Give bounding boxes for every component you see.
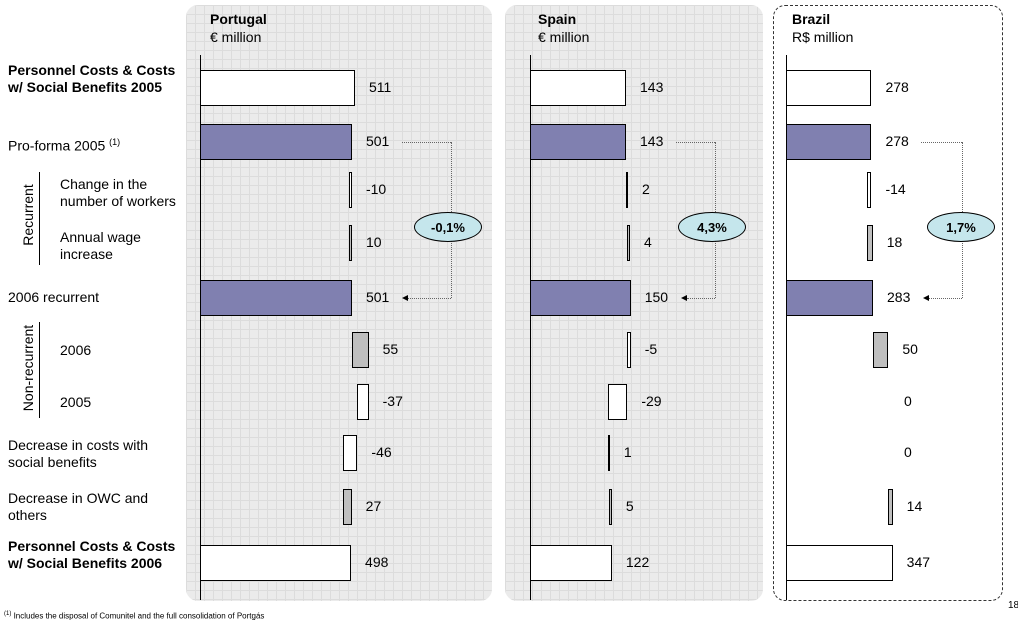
brazil-value-2: -14 — [885, 181, 906, 197]
spain-bar-9 — [530, 545, 612, 581]
spain-bar-1 — [530, 124, 626, 160]
page-number: 18 — [1008, 600, 1018, 611]
spain-value-3: 4 — [644, 234, 652, 250]
brazil-bar-9 — [786, 545, 893, 581]
brazil-bar-0 — [786, 70, 872, 106]
spain-value-7: 1 — [623, 444, 632, 460]
portugal-bar-6 — [357, 384, 369, 420]
spain-bar-2 — [626, 172, 628, 208]
brazil-bar-4 — [786, 280, 873, 316]
brazil-value-9: 347 — [906, 554, 931, 570]
spain-connector-bottom — [686, 298, 715, 299]
spain-value-0: 143 — [640, 79, 664, 95]
row-label-pc2005: Personnel Costs & Costs w/ Social Benefi… — [8, 62, 176, 95]
row-label-recurrent2006: 2006 recurrent — [8, 289, 100, 305]
portugal-value-6: -37 — [382, 393, 403, 409]
portugal-growth-bubble: -0,1% — [414, 212, 482, 242]
footnote: (1) Includes the disposal of Comunitel a… — [4, 611, 264, 621]
row-label-proforma-note: (1) — [109, 137, 121, 147]
brazil-bar-8 — [888, 489, 893, 525]
spain-value-8: 5 — [625, 498, 634, 514]
portugal-bar-3 — [348, 225, 352, 261]
portugal-value-0: 511 — [369, 79, 392, 95]
spain-unit: € million — [538, 29, 590, 45]
row-label-wage-increase: Annual wage increase — [60, 229, 141, 262]
portugal-value-2: -10 — [365, 181, 387, 197]
spain-value-6: -29 — [641, 393, 662, 409]
spain-value-1: 143 — [640, 133, 664, 149]
portugal-bar-8 — [343, 489, 352, 525]
spain-title: Spain — [538, 11, 577, 27]
portugal-connector-arrow — [401, 295, 408, 301]
spain-bar-8 — [608, 489, 612, 525]
brazil-bar-3 — [867, 225, 873, 261]
spain-value-9: 122 — [625, 554, 650, 570]
row-label-nr2005: 2005 — [60, 394, 92, 410]
row-label-owc: Decrease in OWC and others — [8, 490, 149, 523]
portugal-value-8: 27 — [365, 498, 382, 514]
brazil-value-5: 50 — [902, 341, 918, 357]
brazil-connector-bottom — [929, 298, 962, 299]
brazil-value-1: 278 — [885, 133, 909, 149]
portugal-bar-2 — [348, 172, 352, 208]
spain-bar-6 — [607, 384, 628, 420]
portugal-value-4: 501 — [365, 289, 390, 305]
portugal-connector-top — [401, 142, 451, 143]
spain-bar-7 — [607, 435, 610, 471]
recurrent-bracket — [39, 172, 40, 265]
portugal-axis — [200, 55, 201, 600]
row-label-nr2006: 2006 — [60, 342, 92, 358]
portugal-bar-7 — [343, 435, 358, 471]
brazil-bar-1 — [786, 124, 872, 160]
row-label-change-workers: Change in the number of workers — [60, 176, 176, 209]
row-label-proforma-text: Pro-forma 2005 — [8, 137, 106, 154]
portugal-unit: € million — [210, 29, 262, 45]
portugal-connector-bottom — [407, 298, 451, 299]
spain-value-5: -5 — [644, 341, 658, 357]
footnote-text: Includes the disposal of Comunitel and t… — [11, 611, 265, 621]
brazil-value-7: 0 — [904, 444, 912, 460]
portugal-bar-9 — [200, 545, 352, 581]
portugal-value-3: 10 — [365, 234, 382, 250]
portugal-value-7: -46 — [371, 444, 392, 460]
spain-value-2: 2 — [642, 181, 650, 197]
portugal-bar-4 — [200, 280, 352, 316]
portugal-title: Portugal — [210, 11, 267, 27]
portugal-bar-5 — [351, 332, 369, 368]
spain-bar-0 — [530, 70, 626, 106]
footnote-marker: (1) — [4, 611, 12, 617]
brazil-value-8: 14 — [906, 498, 923, 514]
brazil-value-0: 278 — [885, 79, 909, 95]
brazil-value-6: 0 — [904, 393, 912, 409]
brazil-axis — [786, 55, 787, 600]
non-recurrent-bracket — [39, 322, 40, 418]
spain-value-4: 150 — [644, 289, 669, 305]
group-label-non-recurrent: Non-recurrent — [20, 324, 36, 412]
brazil-bar-5 — [873, 332, 889, 368]
portugal-value-1: 501 — [365, 133, 390, 149]
brazil-connector-top — [921, 142, 962, 143]
brazil-value-3: 18 — [886, 234, 903, 250]
portugal-bar-1 — [200, 124, 352, 160]
portugal-bar-0 — [200, 70, 355, 106]
portugal-value-9: 498 — [365, 554, 389, 570]
spain-bar-3 — [627, 225, 630, 261]
spain-bar-4 — [530, 280, 631, 316]
brazil-unit: R$ million — [792, 29, 854, 45]
brazil-value-4: 283 — [887, 289, 911, 305]
brazil-title: Brazil — [792, 11, 831, 27]
spain-connector-arrow — [680, 295, 687, 301]
group-label-recurrent: Recurrent — [20, 184, 36, 246]
brazil-connector-arrow — [923, 295, 929, 301]
spain-bar-5 — [627, 332, 631, 368]
portugal-value-5: 55 — [382, 341, 399, 357]
brazil-bar-2 — [867, 172, 872, 208]
spain-connector-top — [676, 142, 715, 143]
spain-axis — [530, 55, 531, 600]
brazil-growth-bubble: 1,7% — [927, 212, 995, 242]
spain-growth-bubble: 4,3% — [678, 212, 746, 242]
row-label-social-benefits: Decrease in costs with social benefits — [8, 437, 149, 470]
row-label-pc2006: Personnel Costs & Costs w/ Social Benefi… — [8, 538, 176, 571]
row-label-proforma: Pro-forma 2005 (1) — [8, 134, 120, 155]
